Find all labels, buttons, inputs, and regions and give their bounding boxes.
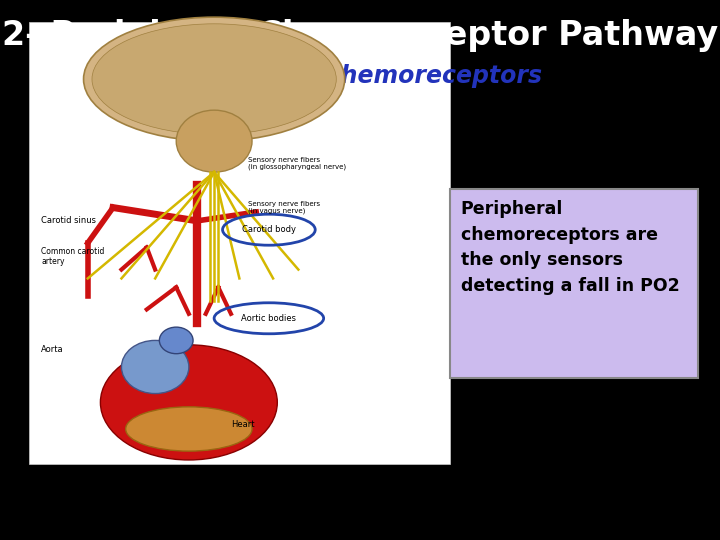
Text: 2- Peripheral Chemoreceptor Pathway: 2- Peripheral Chemoreceptor Pathway bbox=[2, 19, 718, 52]
Ellipse shape bbox=[126, 407, 252, 451]
Ellipse shape bbox=[159, 327, 193, 354]
Ellipse shape bbox=[122, 340, 189, 394]
Text: Heart: Heart bbox=[231, 420, 254, 429]
Ellipse shape bbox=[100, 345, 277, 460]
FancyBboxPatch shape bbox=[29, 22, 450, 464]
Text: Aortic bodies: Aortic bodies bbox=[241, 314, 297, 323]
Text: Peripheral Chemoreceptors: Peripheral Chemoreceptors bbox=[177, 64, 543, 87]
Text: Common carotid
artery: Common carotid artery bbox=[42, 247, 105, 266]
Text: Peripheral
chemoreceptors are
the only sensors
detecting a fall in PO2: Peripheral chemoreceptors are the only s… bbox=[461, 200, 680, 295]
FancyBboxPatch shape bbox=[450, 189, 698, 378]
Text: Aorta: Aorta bbox=[42, 345, 64, 354]
Text: Sensory nerve fibers
(in glossopharyngeal nerve): Sensory nerve fibers (in glossopharyngea… bbox=[248, 157, 346, 170]
Ellipse shape bbox=[84, 17, 345, 141]
Ellipse shape bbox=[176, 110, 252, 172]
Text: Carotid body: Carotid body bbox=[242, 225, 296, 234]
Text: Carotid sinus: Carotid sinus bbox=[42, 217, 96, 225]
Ellipse shape bbox=[92, 24, 336, 134]
Text: Sensory nerve fibers
(in vagus nerve): Sensory nerve fibers (in vagus nerve) bbox=[248, 201, 320, 214]
